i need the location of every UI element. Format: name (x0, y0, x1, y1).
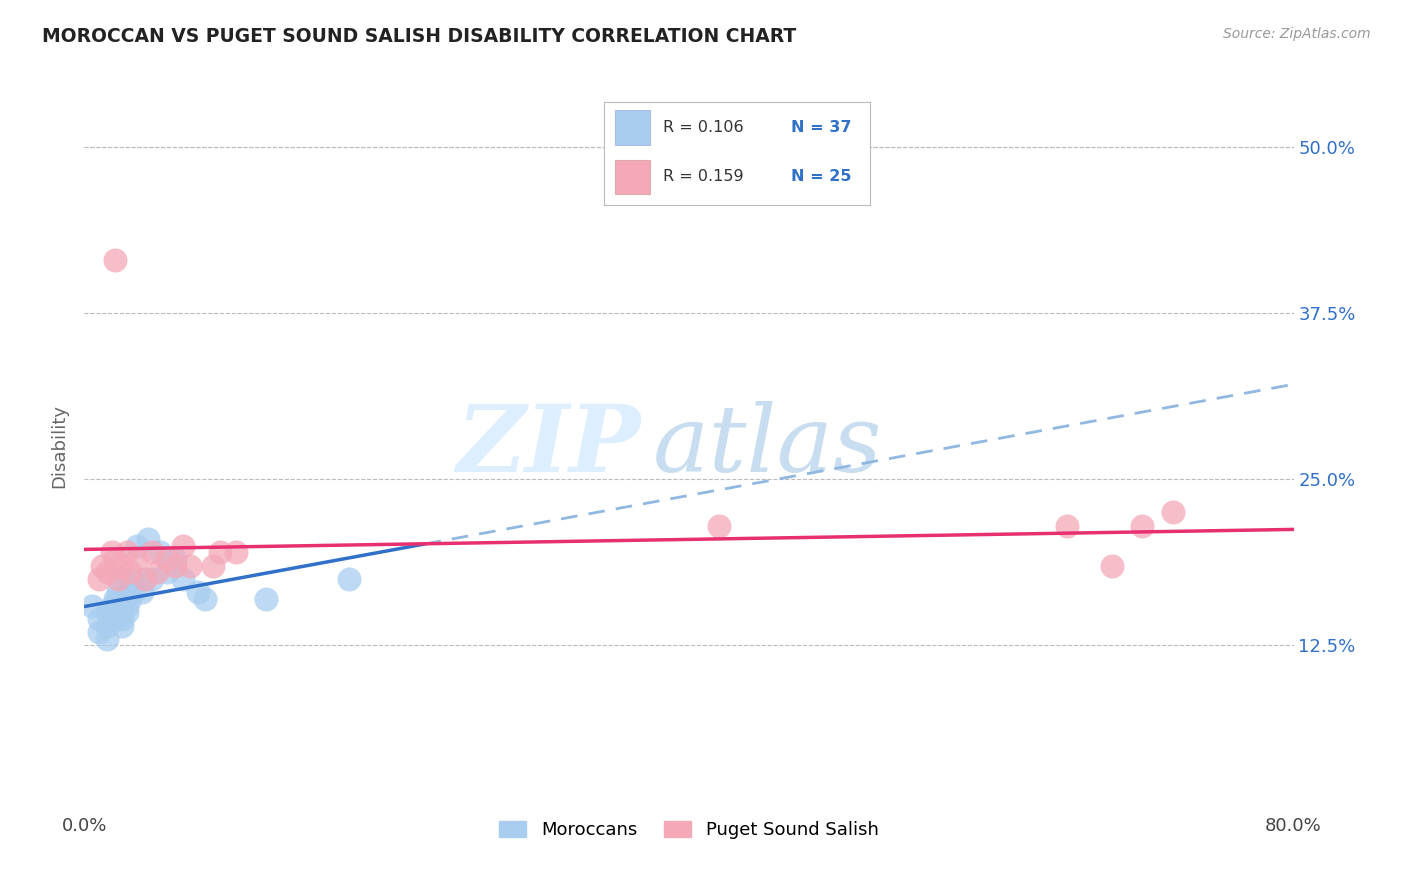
Point (225, 545, 247, 559)
Point (131, 585, 153, 599)
Point (111, 591, 134, 606)
Point (254, 591, 277, 606)
Legend: Moroccans, Puget Sound Salish: Moroccans, Puget Sound Salish (492, 814, 886, 847)
Point (141, 545, 163, 559)
Point (149, 545, 172, 559)
Point (115, 605, 138, 619)
Point (1056, 518, 1078, 533)
Point (134, 572, 156, 586)
Point (209, 545, 232, 559)
Point (89, 625, 111, 640)
Point (121, 585, 143, 599)
Point (111, 618, 134, 632)
Point (80, 599, 103, 613)
Point (194, 591, 217, 606)
Point (172, 539, 194, 553)
Point (96, 605, 118, 619)
Point (118, 566, 141, 580)
Point (709, 518, 731, 533)
Point (134, 572, 156, 586)
Point (91, 558, 114, 573)
Point (104, 605, 127, 619)
Point (111, 558, 134, 573)
Point (172, 572, 194, 586)
Point (104, 252, 127, 267)
Point (111, 599, 134, 613)
Point (337, 572, 360, 586)
Point (165, 552, 187, 566)
Point (201, 558, 224, 573)
Point (89, 572, 111, 586)
Point (187, 585, 209, 599)
Point (1130, 518, 1153, 533)
Point (165, 558, 187, 573)
Point (100, 599, 122, 613)
Point (107, 599, 129, 613)
Point (118, 591, 141, 606)
Text: atlas: atlas (652, 401, 882, 491)
Point (107, 605, 129, 619)
Point (104, 591, 127, 606)
Point (89, 612, 111, 626)
Point (107, 585, 129, 599)
Point (141, 572, 163, 586)
Point (156, 566, 179, 580)
Point (118, 585, 141, 599)
Point (115, 545, 138, 559)
Point (115, 599, 138, 613)
Point (104, 552, 127, 566)
Point (146, 566, 169, 580)
Point (96, 566, 118, 580)
Point (111, 612, 134, 626)
Text: MOROCCAN VS PUGET SOUND SALISH DISABILITY CORRELATION CHART: MOROCCAN VS PUGET SOUND SALISH DISABILIT… (42, 27, 796, 45)
Point (127, 539, 149, 553)
Text: ZIP: ZIP (457, 401, 641, 491)
Point (96, 618, 118, 632)
Point (118, 572, 141, 586)
Point (127, 552, 149, 566)
Point (96, 632, 118, 646)
Point (107, 572, 129, 586)
Point (111, 572, 134, 586)
Text: Source: ZipAtlas.com: Source: ZipAtlas.com (1223, 27, 1371, 41)
Point (156, 552, 179, 566)
Point (1161, 506, 1184, 520)
Y-axis label: Disability: Disability (51, 404, 69, 488)
Point (136, 532, 159, 546)
Point (100, 545, 122, 559)
Point (1101, 558, 1123, 573)
Point (104, 612, 127, 626)
Point (179, 558, 201, 573)
